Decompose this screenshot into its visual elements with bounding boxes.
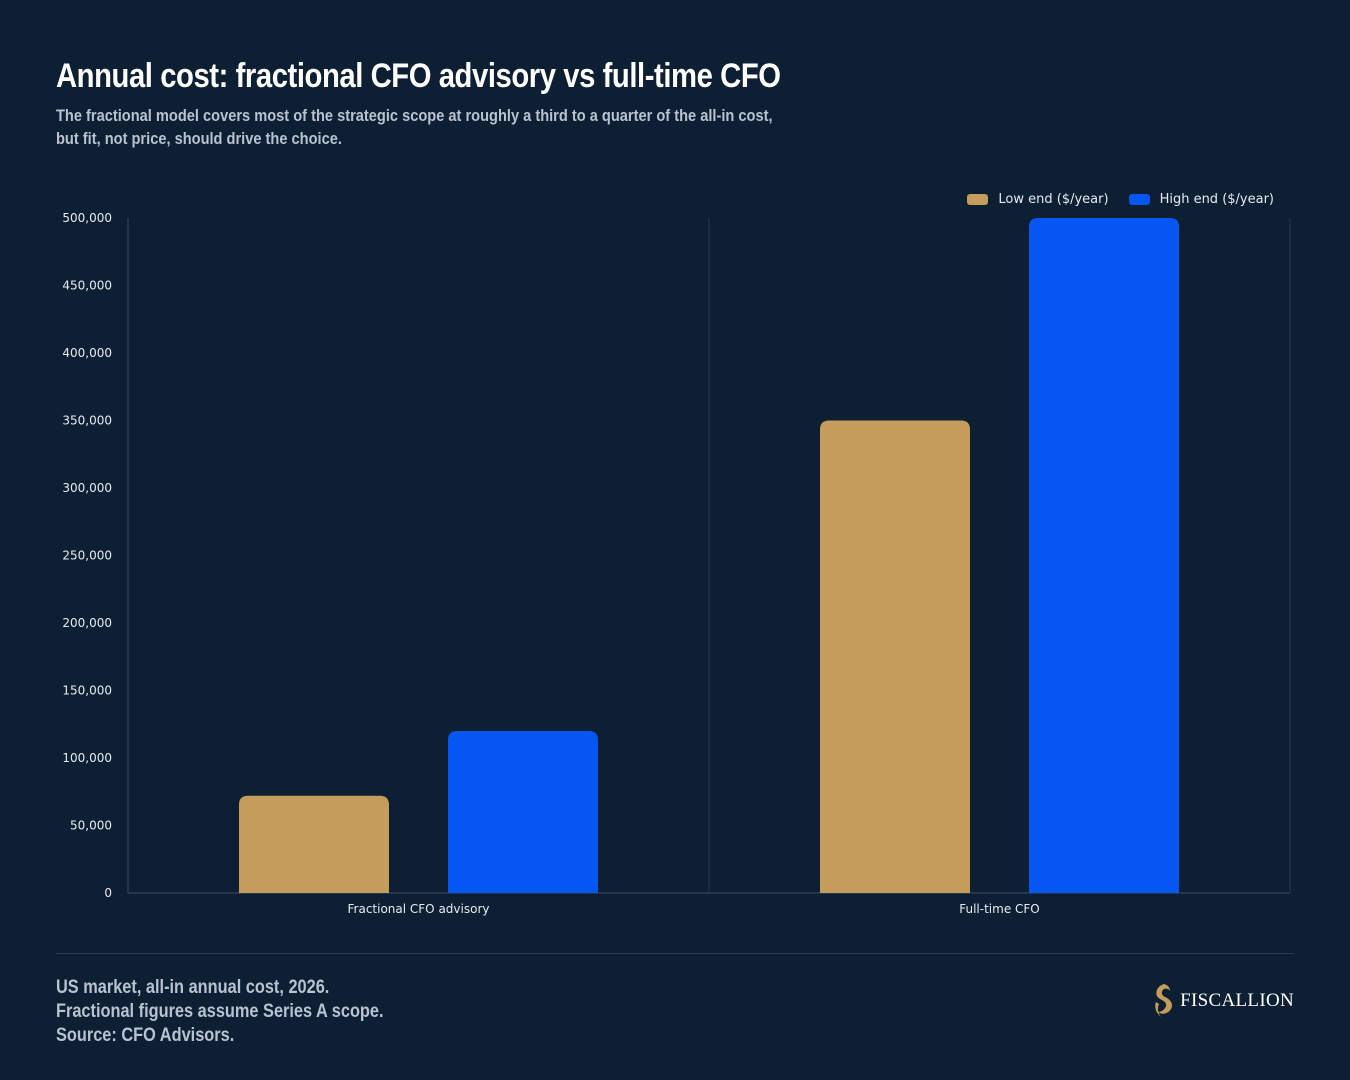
bar-high [1029,218,1179,893]
bar-low [239,795,389,893]
legend-label-high: High end ($/year) [1159,192,1274,207]
bar-high [448,731,598,893]
chart-title: Annual cost: fractional CFO advisory vs … [56,57,781,95]
y-tick-label: 400,000 [62,346,112,360]
y-tick-label: 0 [104,886,112,900]
y-tick-label: 100,000 [62,751,112,765]
chart-subtitle: The fractional model covers most of the … [56,106,773,148]
x-tick-label: Fractional CFO advisory [348,902,490,916]
horse-head-logo-icon [1155,984,1173,1017]
y-tick-label: 250,000 [62,549,112,563]
legend-item-high: High end ($/year) [1128,192,1274,207]
y-tick-label: 350,000 [62,414,112,428]
x-tick-label: Full-time CFO [959,902,1040,916]
source-footnote: US market, all-in annual cost, 2026. Fra… [56,977,384,1046]
y-tick-label: 200,000 [62,616,112,630]
legend-label-low: Low end ($/year) [998,192,1109,207]
legend-item-low: Low end ($/year) [967,192,1109,207]
chart-legend: Low end ($/year) High end ($/year) [967,192,1274,207]
legend-swatch-low [967,194,989,205]
y-tick-label: 500,000 [62,211,112,225]
footer-divider [56,953,1294,954]
y-tick-label: 300,000 [62,481,112,495]
legend-swatch-high [1128,194,1150,205]
y-tick-label: 450,000 [62,279,112,293]
bar-chart: 0 50,000 100,000 150,000 200,000 250,000 300,0… [62,211,1291,916]
y-tick-label: 150,000 [62,684,112,698]
brand: FISCALLION [1150,982,1294,1020]
brand-name: FISCALLION [1180,990,1294,1011]
bar-low [820,420,970,893]
y-tick-label: 50,000 [70,819,112,833]
